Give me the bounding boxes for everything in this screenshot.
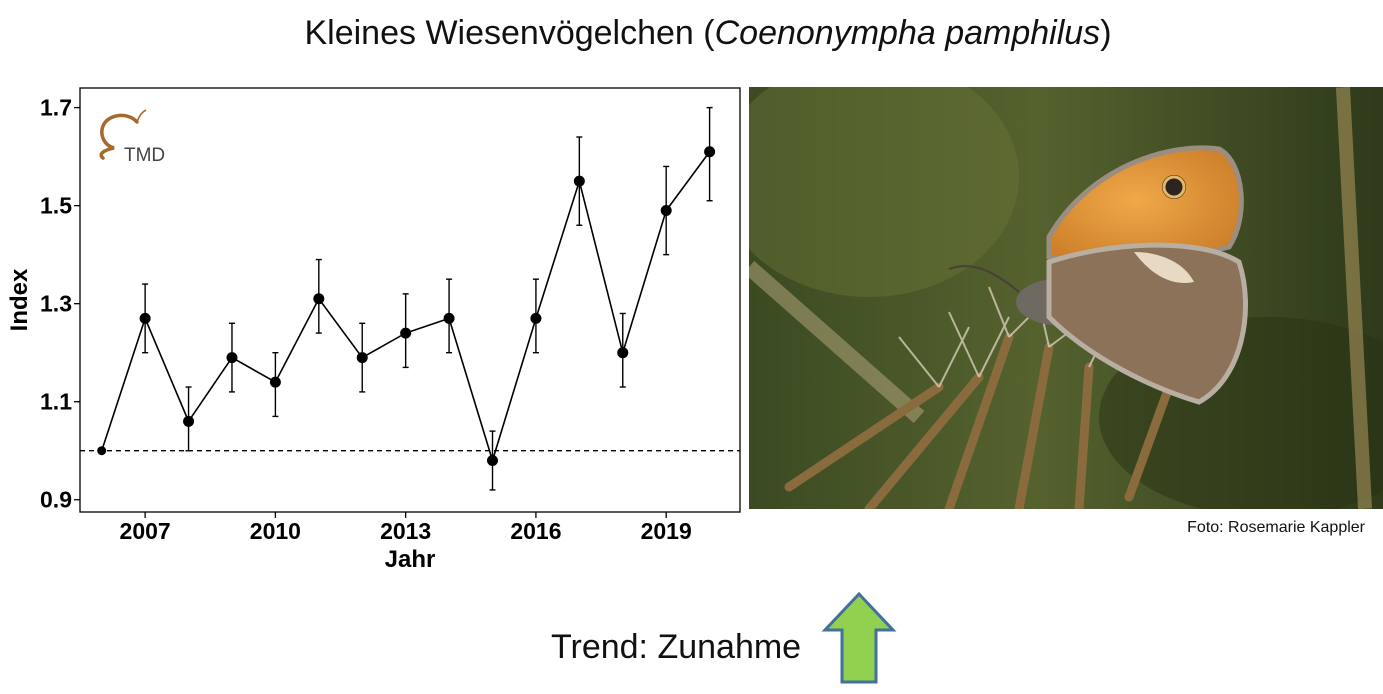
data-point: [443, 312, 455, 324]
data-point: [183, 415, 195, 427]
data-point: [530, 312, 542, 324]
x-axis-title: Jahr: [385, 546, 436, 573]
trend-label: Trend: Zunahme: [551, 628, 802, 666]
butterfly-antenna-icon: [136, 109, 147, 123]
data-point: [226, 352, 238, 364]
butterfly-photo: [749, 87, 1383, 509]
data-point: [313, 293, 325, 305]
x-tick-label: 2016: [510, 518, 561, 544]
up-arrow-icon: [821, 592, 897, 684]
y-tick-label: 1.1: [40, 389, 72, 415]
butterfly-photo-image: [749, 87, 1383, 509]
title-open-paren: (: [693, 14, 715, 52]
data-point: [400, 327, 412, 339]
title-common-name: Kleines Wiesenvögelchen: [304, 14, 694, 52]
x-axis: 2007 2010 2013 2016 2019: [120, 512, 692, 544]
x-tick-label: 2013: [380, 518, 431, 544]
tmd-logo: TMD: [99, 109, 165, 166]
plot-area-frame: [79, 87, 741, 513]
data-point: [269, 376, 281, 388]
data-point: [660, 205, 672, 217]
title-scientific-name: Coenonympha pamphilus: [714, 14, 1101, 52]
data-point: [139, 312, 151, 324]
data-points: [97, 146, 716, 467]
photo-credit: Foto: Rosemarie Kappler: [1187, 519, 1365, 536]
y-axis: 0.9 1.1 1.3 1.5 1.7: [40, 95, 80, 513]
y-tick-label: 1.3: [40, 291, 72, 317]
x-tick-label: 2019: [641, 518, 692, 544]
y-tick-label: 0.9: [40, 487, 72, 513]
y-axis-title: Index: [6, 268, 33, 331]
y-tick-label: 1.5: [40, 193, 72, 219]
data-point: [97, 446, 107, 456]
title-close-paren: ): [1100, 14, 1112, 52]
data-point: [573, 175, 585, 187]
data-point: [487, 455, 498, 467]
x-tick-label: 2007: [120, 518, 171, 544]
x-tick-label: 2010: [250, 518, 301, 544]
tmd-logo-text: TMD: [124, 145, 165, 166]
chart-title: Kleines Wiesenvögelchen (Coenonympha pam…: [0, 14, 1383, 53]
data-point: [356, 352, 368, 364]
data-point: [704, 146, 716, 158]
y-tick-label: 1.7: [40, 95, 72, 121]
butterfly-logo-icon: [99, 113, 139, 160]
data-point: [617, 347, 629, 359]
